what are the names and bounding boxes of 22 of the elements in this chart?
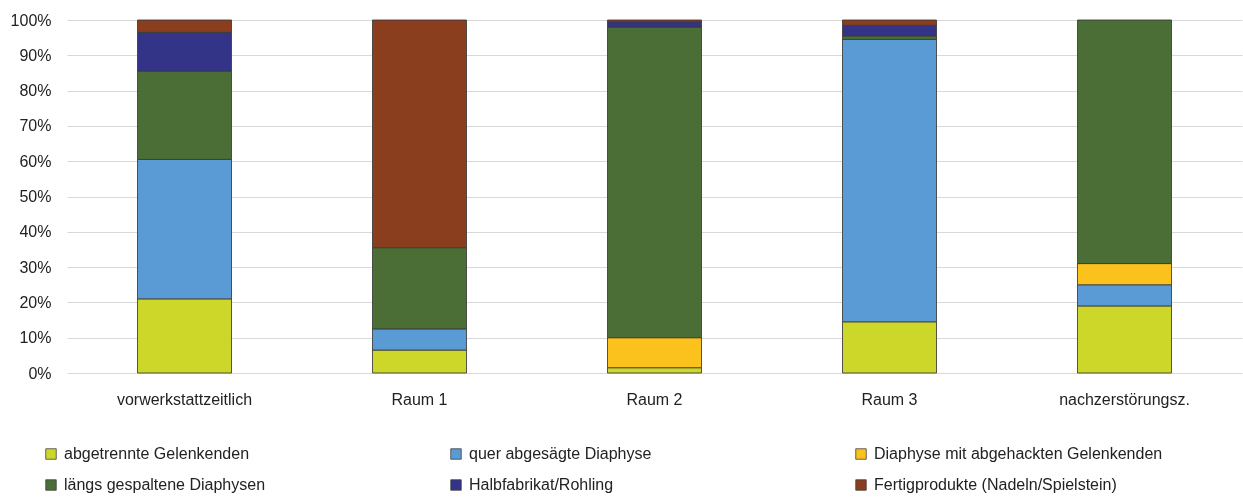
x-tick-label: vorwerkstattzeitlich xyxy=(116,390,253,408)
y-tick-label: 40% xyxy=(19,223,52,241)
x-tick-label: Raum 1 xyxy=(391,390,448,408)
legend-label: quer abgesägte Diaphyse xyxy=(469,445,652,462)
legend-label: Diaphyse mit abgehackten Gelenkenden xyxy=(874,445,1163,462)
y-tick-label: 100% xyxy=(10,11,52,29)
y-tick-label: 70% xyxy=(19,117,52,135)
y-tick-label: 10% xyxy=(19,329,52,347)
x-tick-label: nachzerstörungsz. xyxy=(1059,390,1190,408)
legend-label: Fertigprodukte (Nadeln/Spielstein) xyxy=(874,476,1117,493)
x-tick-label: Raum 3 xyxy=(861,390,918,408)
y-tick-label: 0% xyxy=(28,364,52,382)
y-tick-label: 80% xyxy=(19,82,52,100)
y-tick-label: 20% xyxy=(19,293,52,311)
legend-label: Halbfabrikat/Rohling xyxy=(469,476,614,493)
y-tick-label: 30% xyxy=(19,258,52,276)
y-tick-label: 50% xyxy=(19,188,52,205)
legend-label: längs gespaltene Diaphysen xyxy=(64,476,266,493)
x-tick-label: Raum 2 xyxy=(626,390,683,408)
legend-label: abgetrennte Gelenkenden xyxy=(64,445,250,462)
y-tick-label: 60% xyxy=(19,152,52,170)
y-tick-label: 90% xyxy=(19,46,52,64)
